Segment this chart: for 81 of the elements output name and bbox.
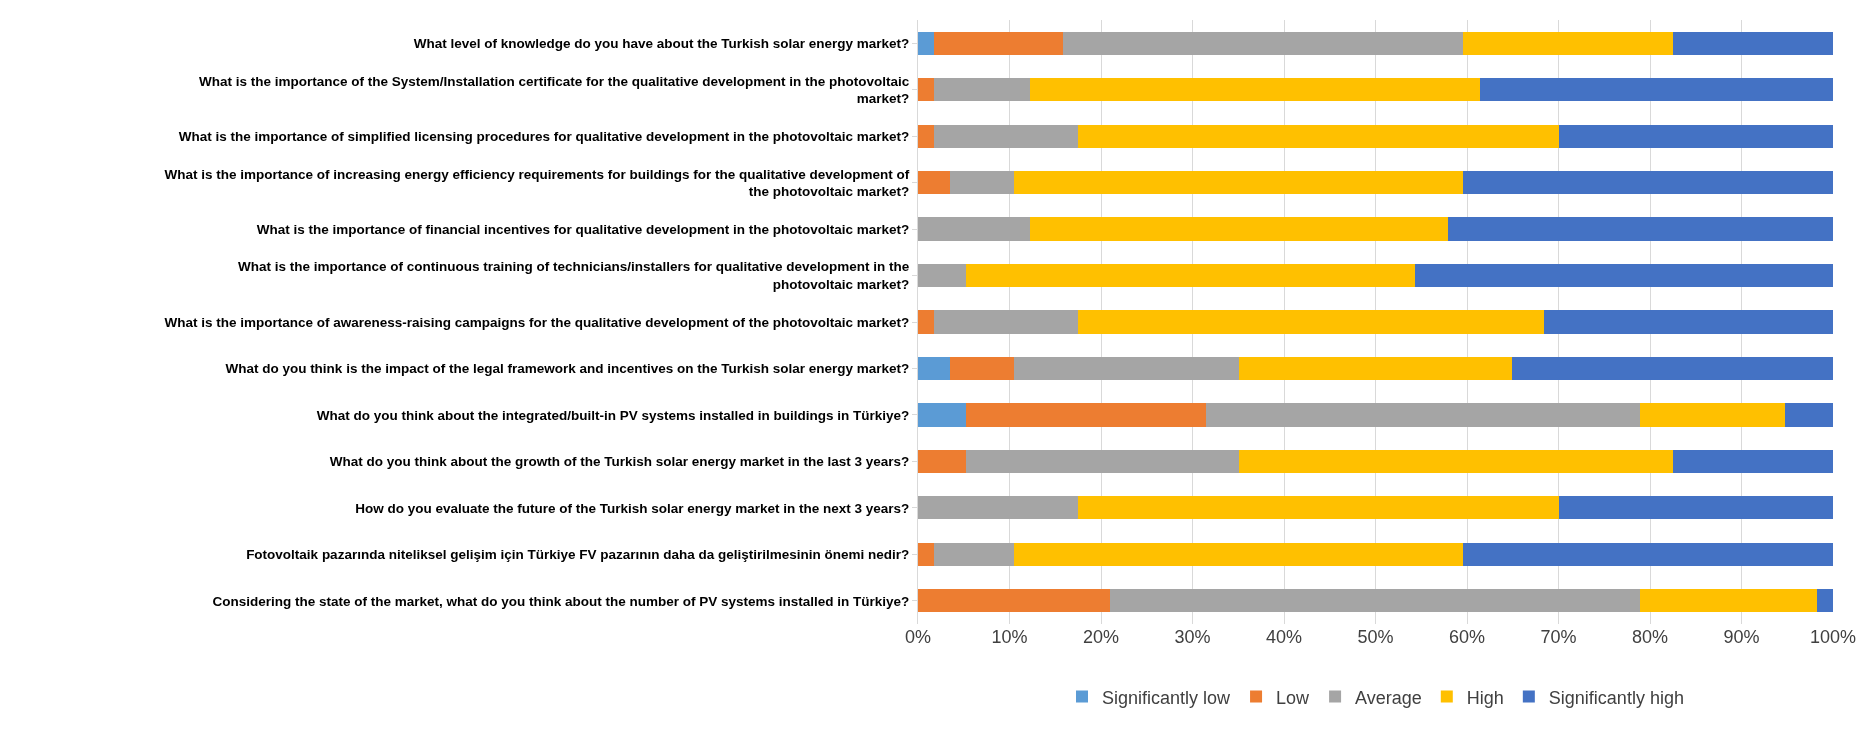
bar — [918, 403, 966, 427]
bar — [1014, 171, 1464, 195]
bar — [1784, 403, 1833, 427]
bar — [1559, 496, 1833, 520]
y-tick-label: What is the importance of simplified licensing procedures for qualitative development in the photovoltaic market? — [178, 128, 910, 144]
bar — [918, 217, 1030, 241]
y-tick-label: How do you evaluate the future of the Turkish solar energy market in the next 3 years? — [355, 500, 910, 516]
y-tick-label: What do you think about the integrated/built-in PV systems installed in buildings in Türkiye? — [316, 407, 910, 423]
y-tick-label: What is the importance of awareness-raising campaigns for the qualitative development of the photovoltaic market? — [164, 314, 910, 330]
bar — [933, 542, 1015, 566]
x-tick-label: 30% — [1174, 627, 1211, 647]
x-tick-label: 100% — [1809, 627, 1857, 647]
y-tick-label: What is the importance of increasing energy efficiency requirements for buildings for the qualitative development of the photovoltaic market? — [164, 166, 910, 200]
bar — [918, 31, 934, 55]
legend-label: Low — [1276, 687, 1311, 708]
bar — [1463, 31, 1673, 55]
bar — [965, 263, 1415, 288]
y-tick-label: What is the importance of financial incentives for qualitative development in the photovoltaic market? — [256, 221, 910, 237]
bar — [1672, 31, 1833, 55]
bar — [965, 403, 1207, 427]
bar — [918, 78, 934, 102]
legend-label: Significantly high — [1548, 687, 1684, 708]
bar — [1014, 542, 1464, 566]
bar — [1559, 124, 1833, 148]
bar — [1014, 356, 1240, 381]
bar — [933, 310, 1079, 334]
bar — [950, 356, 1015, 381]
bar — [918, 589, 1111, 613]
bar — [1479, 78, 1833, 102]
bar — [1078, 124, 1560, 148]
x-tick-label: 50% — [1357, 627, 1394, 647]
bar — [1414, 263, 1833, 288]
bar — [1239, 356, 1512, 381]
bar — [918, 124, 934, 148]
bar — [918, 263, 966, 288]
x-tick-label: 40% — [1265, 627, 1303, 647]
bar — [1239, 449, 1673, 473]
bar — [1672, 449, 1833, 473]
bar — [1447, 217, 1833, 241]
y-tick-label: What level of knowledge do you have about the Turkish solar energy market? — [413, 35, 910, 51]
bar — [918, 449, 966, 473]
bar — [918, 310, 934, 334]
y-tick-label: What do you think about the growth of the Turkish solar energy market in the last 3 years? — [329, 454, 910, 470]
x-tick-label: 60% — [1448, 627, 1486, 647]
bar — [1463, 542, 1833, 566]
y-tick-label: Considering the state of the market, what do you think about the number of PV systems installed in Türkiye? — [212, 593, 910, 609]
bar — [1639, 589, 1818, 613]
bar — [1639, 403, 1785, 427]
bar — [1029, 217, 1448, 241]
y-tick-label: What do you think is the impact of the legal framework and incentives on the Turkish solar energy market? — [225, 361, 910, 377]
bar — [1463, 171, 1833, 195]
legend-label: Average — [1355, 687, 1422, 708]
bar — [965, 449, 1240, 473]
bar — [1029, 78, 1480, 102]
x-tick-label: 70% — [1540, 627, 1577, 647]
bar — [1062, 31, 1464, 55]
bar — [1206, 403, 1640, 427]
x-tick-label: 10% — [991, 627, 1028, 647]
bar — [918, 356, 951, 381]
bar — [1110, 589, 1640, 613]
bar — [933, 124, 1079, 148]
y-tick-label: What is the importance of continuous training of technicians/installers for qualitative development in the photovoltaic market? — [237, 259, 910, 293]
x-tick-label: 0% — [904, 627, 932, 647]
bar — [933, 31, 1063, 55]
bar — [1511, 356, 1833, 381]
bar — [933, 78, 1030, 102]
y-tick-label: What is the importance of the System/Installation certificate for the qualitative development in the photovoltaic market? — [198, 73, 910, 107]
bar — [950, 171, 1015, 195]
bar — [1078, 310, 1544, 334]
bar — [1817, 589, 1833, 613]
bar — [918, 542, 934, 566]
x-tick-label: 80% — [1631, 627, 1669, 647]
x-tick-label: 90% — [1723, 627, 1760, 647]
bar — [1078, 496, 1560, 520]
y-tick-label: Fotovoltaik pazarında niteliksel gelişim için Türkiye FV pazarının daha da geliştirilmesinin önemi nedir? — [246, 547, 910, 563]
x-tick-label: 20% — [1082, 627, 1120, 647]
bar — [918, 171, 951, 195]
bar — [918, 496, 1079, 520]
bar — [1543, 310, 1833, 334]
legend-label: High — [1466, 687, 1504, 708]
legend-label: Significantly low — [1102, 687, 1232, 708]
